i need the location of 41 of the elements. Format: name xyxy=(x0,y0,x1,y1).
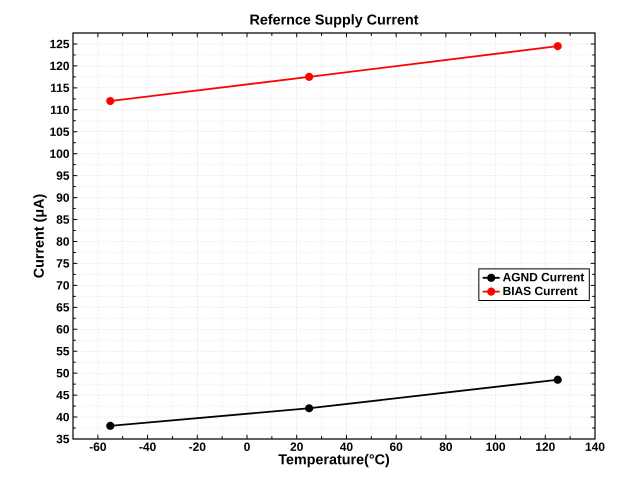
legend-label: AGND Current xyxy=(502,272,584,282)
y-tick-label: 45 xyxy=(56,390,70,400)
x-tick-label: 0 xyxy=(244,442,250,451)
point xyxy=(554,376,562,384)
point xyxy=(106,422,114,430)
x-tick-label: -20 xyxy=(189,442,206,451)
y-tick-label: 80 xyxy=(56,237,69,246)
y-tick-label: 70 xyxy=(56,281,69,290)
x-tick-label: -60 xyxy=(90,442,106,451)
x-tick-label: 40 xyxy=(340,442,353,451)
y-tick-label: 125 xyxy=(50,40,70,48)
y-tick-label: 90 xyxy=(56,193,69,202)
x-tick-label: 140 xyxy=(586,442,604,451)
x-tick-label: 60 xyxy=(390,442,402,451)
y-tick-label: 75 xyxy=(56,259,70,268)
chart-title: Refernce Supply Current xyxy=(250,14,418,28)
legend-label: BIAS Current xyxy=(503,286,578,296)
point xyxy=(305,72,314,81)
x-tick-label: -40 xyxy=(139,442,156,451)
point xyxy=(305,404,314,412)
y-tick-label: 100 xyxy=(50,149,69,158)
y-tick-label: 110 xyxy=(50,106,69,114)
x-tick-label: 100 xyxy=(486,442,506,451)
y-tick-label: 95 xyxy=(56,171,70,180)
y-tick-label: 115 xyxy=(50,84,70,92)
y-tick-label: 65 xyxy=(56,303,70,312)
y-tick-label: 120 xyxy=(50,62,69,70)
x-tick-label: 120 xyxy=(536,442,555,451)
y-tick-label: 40 xyxy=(56,412,69,422)
y-tick-label: 55 xyxy=(56,347,70,356)
y-tick-label: 50 xyxy=(56,368,69,378)
y-tick-label: 85 xyxy=(56,215,70,224)
point xyxy=(106,96,114,106)
x-tick-label: 20 xyxy=(290,442,303,451)
y-tick-label: 105 xyxy=(50,128,70,136)
y-tick-label: 35 xyxy=(56,434,70,444)
y-tick-label: 60 xyxy=(56,325,69,334)
y-axis-title: Current (μA) xyxy=(33,194,47,278)
point xyxy=(554,42,562,50)
x-axis-title: Temperature(°C) xyxy=(278,454,390,468)
x-tick-label: 80 xyxy=(440,442,452,451)
